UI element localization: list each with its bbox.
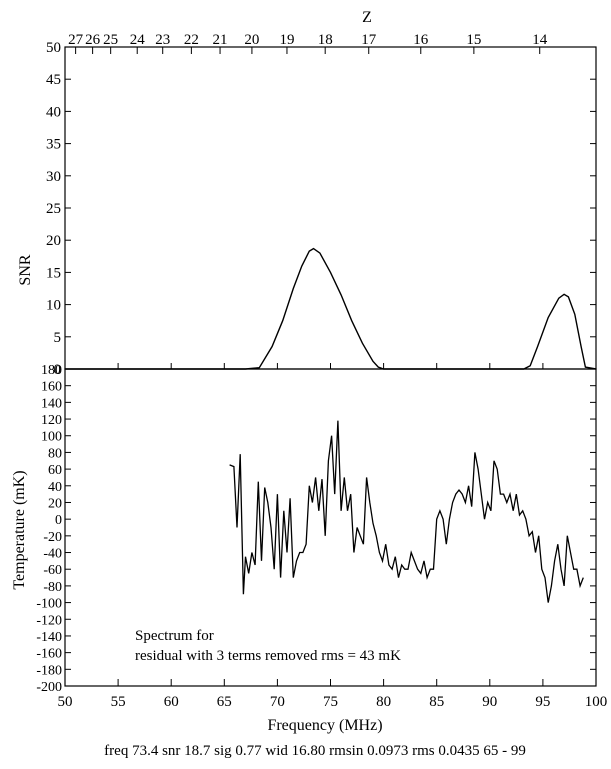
z-tick-label: 14 [532,32,548,48]
z-tick-label: 19 [279,32,294,48]
temperature-ytick-label: 100 [41,430,62,445]
temperature-ytick-label: -140 [36,630,62,645]
temperature-ytick-label: -160 [36,647,62,662]
z-axis: Z 27 26 25 24 23 22 21 20 19 18 17 16 15 14 [68,9,548,54]
frequency-xtick-label: 75 [323,694,338,710]
snr-ylabel: SNR [17,254,34,285]
frequency-xtick-label: 50 [58,694,73,710]
temperature-ytick-label: -200 [36,680,62,695]
snr-ytick-label: 5 [54,330,62,346]
temperature-ytick-label: 180 [41,363,62,378]
snr-ytick-label: 0 [54,362,62,378]
snr-panel: SNR 0 5 10 15 20 25 30 35 40 45 50 [17,40,597,378]
frequency-xlabel: Frequency (MHz) [267,717,382,734]
snr-ytick-label: 25 [46,201,61,217]
temperature-ytick-label: 140 [41,396,62,411]
temperature-ytick-label: 160 [41,380,62,395]
snr-ytick-label: 20 [46,233,61,249]
snr-ytick-label: 35 [46,137,61,153]
snr-ytick-label: 40 [46,104,61,120]
footer-text: freq 73.4 snr 18.7 sig 0.77 wid 16.80 rm… [104,743,526,759]
snr-ytick-label: 30 [46,169,61,185]
snr-ytick-label: 50 [46,40,61,56]
frequency-xtick-label: 65 [217,694,232,710]
temperature-ytick-label: -20 [43,530,62,545]
z-tick-label: 26 [85,32,101,48]
z-tick-label: 25 [103,32,118,48]
z-tick-label: 16 [413,32,429,48]
z-tick-label: 22 [184,32,199,48]
snr-ytick-label: 15 [46,265,61,281]
temperature-ytick-label: -80 [43,580,62,595]
temperature-series-line [229,420,584,603]
temperature-ytick-label: -100 [36,597,62,612]
z-tick-label: 18 [318,32,333,48]
annotation-line-1: Spectrum for [135,628,214,644]
snr-ytick-label: 10 [46,298,61,314]
temperature-ytick-label: 0 [55,513,62,528]
z-tick-label: 24 [130,32,146,48]
frequency-xtick-label: 70 [270,694,285,710]
z-tick-label: 15 [466,32,481,48]
temperature-panel: Temperature (mK) Frequency (MHz) Spectru… [11,363,607,734]
temperature-ytick-label: 120 [41,413,62,428]
z-tick-label: 23 [155,32,170,48]
temperature-ylabel: Temperature (mK) [11,470,28,589]
frequency-xtick-label: 100 [585,694,608,710]
temperature-ytick-label: -180 [36,663,62,678]
snr-series-line [65,247,597,370]
snr-ytick-label: 45 [46,72,61,88]
temperature-ytick-label: 60 [48,463,62,478]
frequency-xtick-label: 55 [111,694,126,710]
frequency-xtick-label: 90 [482,694,497,710]
z-tick-label: 27 [68,32,84,48]
temperature-ytick-label: 40 [48,480,62,495]
temperature-ytick-label: 20 [48,496,62,511]
temperature-ytick-label: 80 [48,446,62,461]
frequency-xtick-label: 95 [535,694,550,710]
temperature-ytick-label: -60 [43,563,62,578]
temperature-ytick-label: -120 [36,613,62,628]
z-tick-label: 17 [361,32,377,48]
z-tick-label: 21 [213,32,228,48]
frequency-xtick-label: 85 [429,694,444,710]
frequency-xtick-label: 80 [376,694,391,710]
snr-frame [64,46,597,370]
annotation-line-2: residual with 3 terms removed rms = 43 m… [135,648,401,664]
z-tick-label: 20 [244,32,259,48]
temperature-ytick-label: -40 [43,547,62,562]
frequency-xtick-label: 60 [164,694,179,710]
z-axis-label: Z [362,9,372,26]
